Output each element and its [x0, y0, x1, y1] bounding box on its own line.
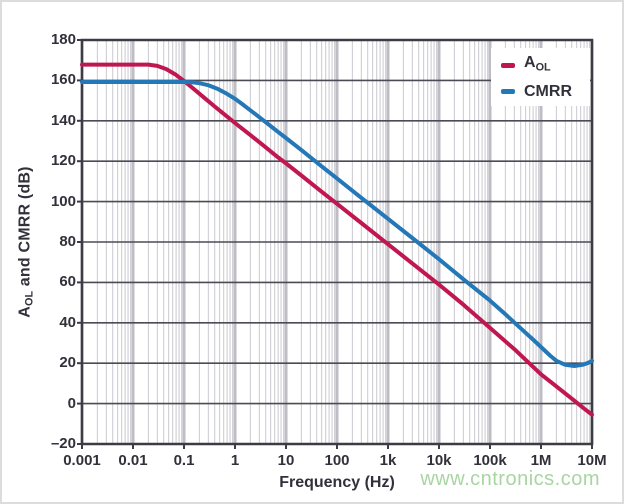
legend-label-aol-main: A [524, 53, 536, 71]
y-tick-label: 40 [59, 313, 76, 331]
x-tick-label: 10 [277, 452, 295, 469]
legend-item-cmrr: CMRR [501, 83, 590, 100]
y-tick-label: 0 [67, 394, 76, 412]
legend-swatch-aol [501, 62, 515, 68]
series-curve-aol [80, 62, 594, 417]
y-tick-label: 160 [50, 71, 76, 89]
y-tick-label: 20 [59, 354, 76, 372]
x-tick-label: 10k [426, 452, 452, 469]
x-tick-label: 1M [530, 452, 552, 469]
y-tick-label: 60 [59, 273, 76, 291]
x-axis-title: Frequency (Hz) [279, 474, 395, 491]
y-tick-label: 80 [59, 233, 76, 250]
y-tick-label: 100 [50, 192, 76, 210]
x-tick-label: 0.1 [173, 452, 195, 469]
x-tick-label: 0.001 [63, 452, 101, 469]
y-tick-label: –20 [50, 435, 76, 452]
plot-frame [80, 38, 594, 446]
x-tick-label: 100 [324, 452, 350, 469]
x-tick-label: 10M [577, 452, 607, 469]
legend-label-cmrr-main: CMRR [524, 83, 572, 101]
y-tick-label: 120 [50, 152, 76, 170]
y-tick-label: 180 [50, 31, 76, 48]
legend-label-aol-sub: OL [535, 61, 551, 74]
x-tick-label: 0.01 [118, 452, 148, 469]
y-axis-title-sub: OL [23, 290, 36, 306]
x-tick-label: 1k [379, 452, 397, 469]
series-curve-cmrr [80, 80, 594, 368]
legend: AOL CMRR [491, 48, 590, 106]
legend-swatch-cmrr [501, 89, 515, 95]
legend-item-aol: AOL [501, 54, 590, 76]
x-tick-label: 1 [230, 452, 240, 469]
y-axis-title-rest: and CMRR (dB) [16, 166, 34, 291]
legend-label-aol: AOL [524, 54, 551, 76]
legend-label-cmrr: CMRR [524, 83, 572, 100]
x-tick-label: 100k [473, 452, 507, 469]
watermark: www.cntronics.com [420, 468, 600, 490]
y-tick-label: 140 [50, 111, 76, 129]
